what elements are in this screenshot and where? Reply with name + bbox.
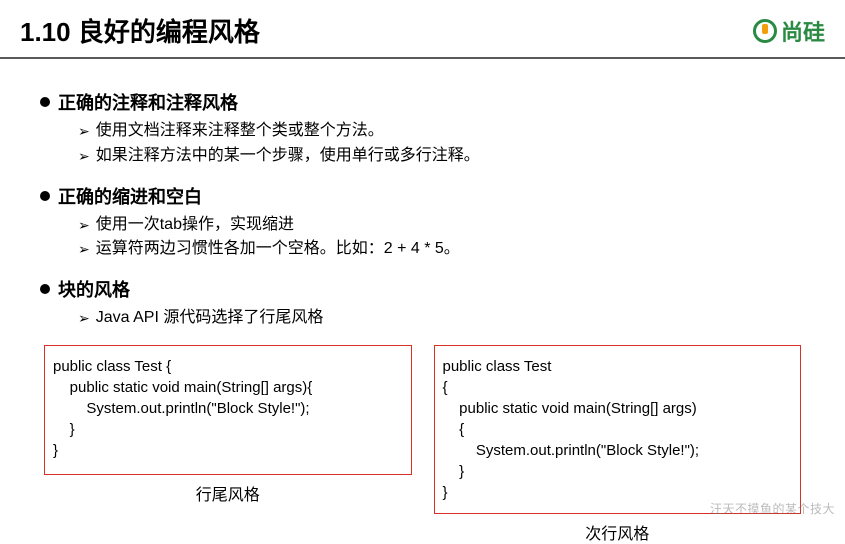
section-title-text: 块的风格 [58, 276, 130, 302]
item-text: 使用文档注释来注释整个类或整个方法。 [96, 119, 384, 144]
section-title: 块的风格 [40, 276, 805, 302]
item-text: Java API 源代码选择了行尾风格 [96, 306, 324, 331]
section-title-text: 正确的注释和注释风格 [58, 89, 238, 115]
slide-title: 1.10 良好的编程风格 [20, 12, 260, 49]
code-box: public class Test { public static void m… [44, 345, 412, 475]
code-caption: 次行风格 [434, 520, 802, 544]
section-title: 正确的缩进和空白 [40, 183, 805, 209]
code-caption: 行尾风格 [44, 481, 412, 505]
sub-list: ➢ 使用一次tab操作，实现缩进 ➢ 运算符两边习惯性各加一个空格。比如：2 +… [78, 213, 805, 263]
section-title-text: 正确的缩进和空白 [58, 183, 202, 209]
code-block-left: public class Test { public static void m… [44, 345, 412, 544]
code-box: public class Test { public static void m… [434, 345, 802, 514]
watermark: 汪天不摸鱼的某个技大 [710, 500, 835, 517]
item-text: 使用一次tab操作，实现缩进 [96, 213, 294, 238]
section-3: 块的风格 ➢ Java API 源代码选择了行尾风格 [40, 276, 805, 331]
section-2: 正确的缩进和空白 ➢ 使用一次tab操作，实现缩进 ➢ 运算符两边习惯性各加一个… [40, 183, 805, 263]
list-item: ➢ Java API 源代码选择了行尾风格 [78, 306, 805, 331]
arrow-icon: ➢ [78, 239, 90, 262]
logo-icon [753, 19, 777, 43]
logo-text: 尚硅 [781, 15, 825, 47]
section-title: 正确的注释和注释风格 [40, 89, 805, 115]
list-item: ➢ 使用一次tab操作，实现缩进 [78, 213, 805, 238]
item-text: 如果注释方法中的某一个步骤，使用单行或多行注释。 [96, 144, 480, 169]
bullet-icon [40, 191, 50, 201]
sub-list: ➢ 使用文档注释来注释整个类或整个方法。 ➢ 如果注释方法中的某一个步骤，使用单… [78, 119, 805, 169]
arrow-icon: ➢ [78, 215, 90, 238]
list-item: ➢ 如果注释方法中的某一个步骤，使用单行或多行注释。 [78, 144, 805, 169]
list-item: ➢ 运算符两边习惯性各加一个空格。比如：2 + 4 * 5。 [78, 237, 805, 262]
arrow-icon: ➢ [78, 121, 90, 144]
list-item: ➢ 使用文档注释来注释整个类或整个方法。 [78, 119, 805, 144]
bullet-icon [40, 284, 50, 294]
slide-header: 1.10 良好的编程风格 尚硅 [0, 0, 845, 59]
arrow-icon: ➢ [78, 308, 90, 331]
bullet-icon [40, 97, 50, 107]
brand-logo: 尚硅 [753, 15, 825, 47]
arrow-icon: ➢ [78, 146, 90, 169]
sub-list: ➢ Java API 源代码选择了行尾风格 [78, 306, 805, 331]
code-examples: public class Test { public static void m… [40, 345, 805, 544]
slide-content: 正确的注释和注释风格 ➢ 使用文档注释来注释整个类或整个方法。 ➢ 如果注释方法… [0, 59, 845, 544]
item-text: 运算符两边习惯性各加一个空格。比如：2 + 4 * 5。 [96, 237, 460, 262]
section-1: 正确的注释和注释风格 ➢ 使用文档注释来注释整个类或整个方法。 ➢ 如果注释方法… [40, 89, 805, 169]
